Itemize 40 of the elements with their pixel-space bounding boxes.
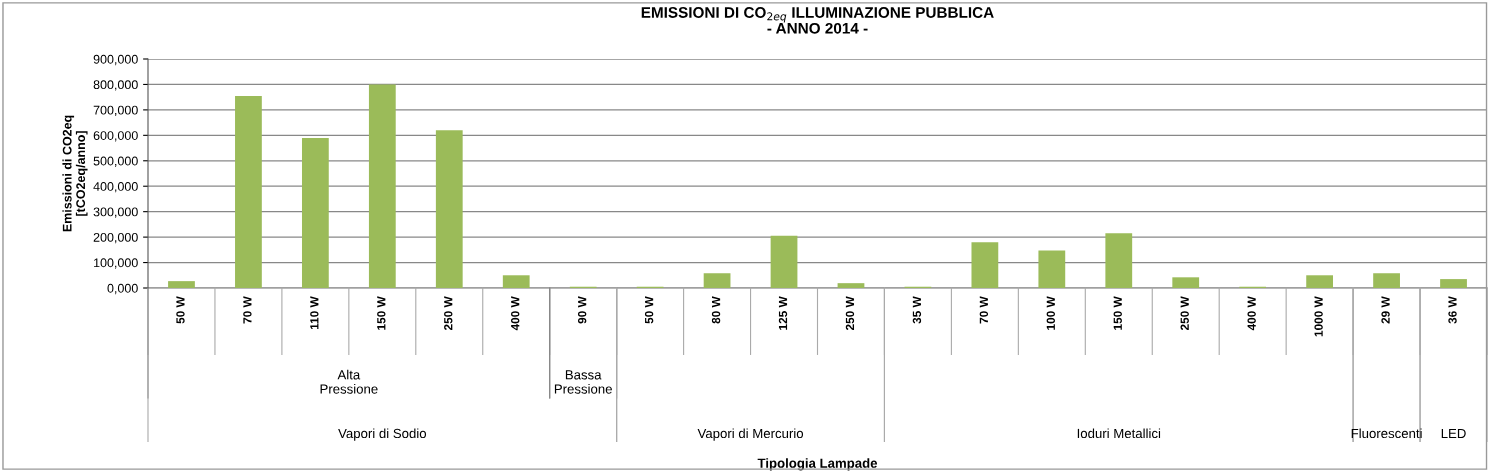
y-tick-label: 600,000	[93, 131, 138, 142]
text: Tipologia Lampade	[757, 458, 878, 471]
text: Vapori di Sodio	[338, 428, 427, 441]
text: Bassa Pressione	[554, 370, 612, 394]
x-tick-label: 125 W	[778, 296, 788, 330]
y-tick-label: 200,000	[93, 232, 138, 244]
y-tick-label: 800,000	[93, 80, 138, 91]
text: Ioduri Metallici	[1077, 428, 1161, 439]
text: Fluorescenti	[1351, 428, 1422, 439]
x-tick-label: 50 W	[644, 296, 654, 324]
x-tick-label: 35 W	[912, 296, 922, 324]
chart-title: EMISSIONI DI CO$_{2eq}$ ILLUMINAZIONE PUBBLICA - ANNO 2014 -	[641, 7, 994, 34]
x-tick-label: 90 W	[577, 296, 587, 324]
x-tick-label: 250 W	[845, 296, 855, 331]
text: Alta Pressione	[320, 369, 378, 394]
y-tick-label: 300,000	[93, 207, 138, 218]
y-axis-title: Emissioni di CO2eq [tCO2eq/anno]	[62, 115, 88, 232]
y-tick-label: 100,000	[94, 258, 138, 269]
y-tick-label: 400,000	[93, 182, 138, 193]
x-tick-label: 100 W	[1046, 296, 1055, 330]
x-tick-label: 400 W	[511, 296, 520, 331]
x-tick-label: 250 W	[1180, 296, 1189, 331]
x-tick-label: 150 W	[377, 296, 386, 330]
x-tick-label: 29 W	[1381, 296, 1390, 324]
x-tick-label: 1000 W	[1314, 296, 1323, 337]
text: LED	[1441, 428, 1466, 438]
y-tick-label: 0,000	[107, 283, 138, 295]
x-tick-label: 36 W	[1448, 296, 1457, 324]
y-tick-label: 700,000	[93, 105, 138, 117]
text: Vapori di Mercurio	[697, 428, 804, 441]
x-tick-label: 400 W	[1247, 296, 1256, 331]
x-tick-label: 50 W	[176, 296, 185, 324]
x-tick-label: 110 W	[310, 296, 319, 330]
x-tick-label: 70 W	[979, 296, 989, 324]
x-tick-label: 70 W	[243, 296, 252, 324]
x-tick-label: 150 W	[1113, 296, 1122, 330]
x-tick-label: 80 W	[711, 296, 721, 324]
x-tick-label: 250 W	[444, 296, 453, 331]
y-tick-label: 900,000	[93, 54, 138, 66]
y-tick-label: 500,000	[93, 156, 138, 167]
